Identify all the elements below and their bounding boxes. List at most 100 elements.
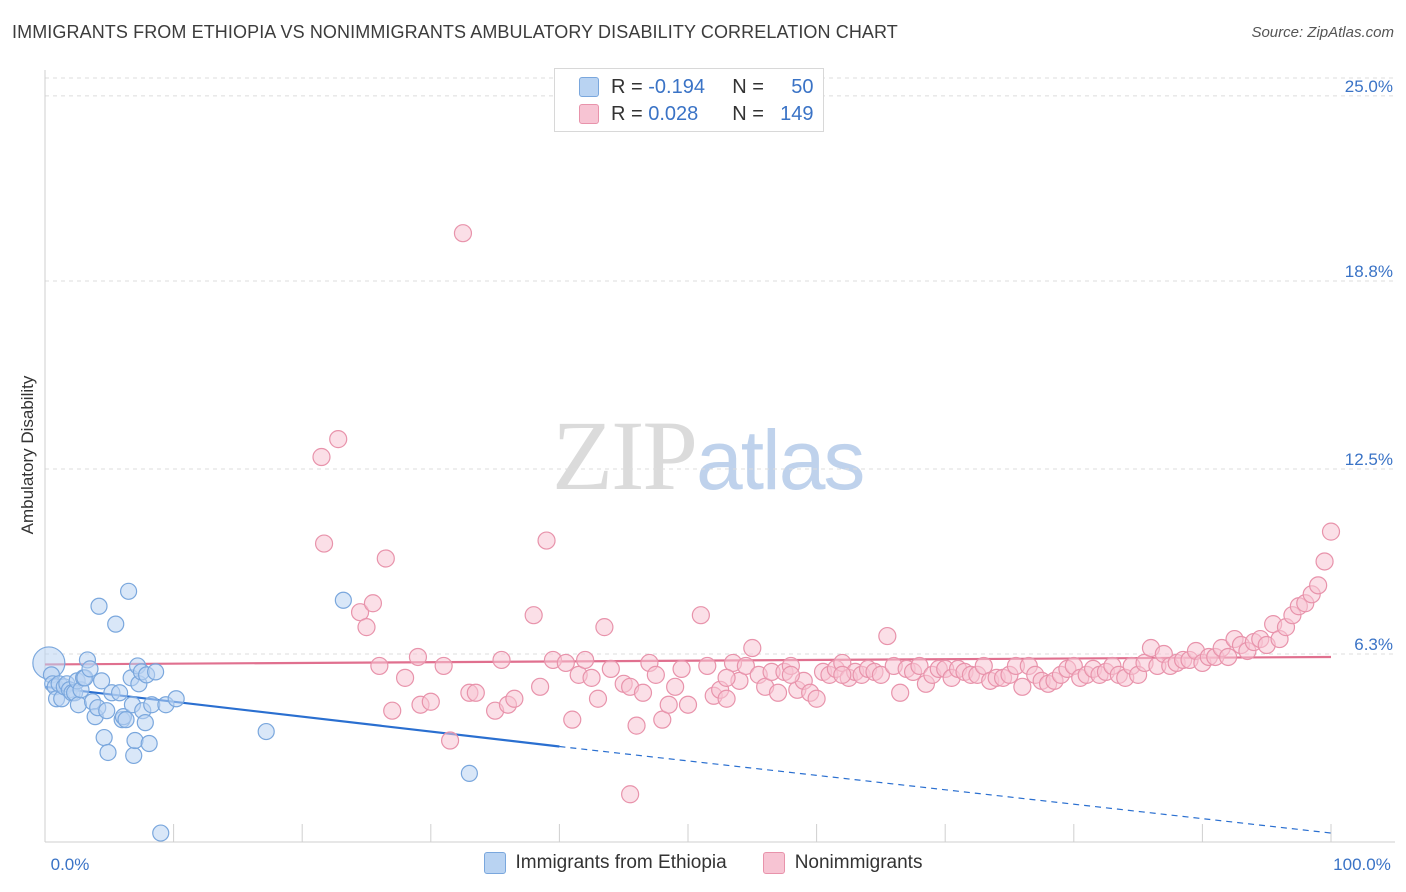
point-nonimmigrant (736, 656, 755, 676)
point-nonimmigrant (691, 606, 710, 625)
point-nonimmigrant (717, 668, 736, 687)
point-nonimmigrant (627, 716, 646, 735)
trend-line-ethiopia-extension (559, 745, 1332, 834)
point-nonimmigrant (505, 689, 524, 708)
point-nonimmigrant (1315, 552, 1334, 571)
point-nonimmigrant (524, 606, 543, 625)
axes (44, 70, 1395, 843)
point-ethiopia (167, 690, 185, 708)
legend-n-label: N = (732, 102, 764, 125)
point-ethiopia (126, 731, 144, 750)
legend-r-value: -0.194 (648, 75, 705, 98)
point-nonimmigrant (672, 659, 691, 679)
source-credit: Source: ZipAtlas.com (1251, 24, 1394, 41)
point-nonimmigrant (440, 731, 460, 750)
point-ethiopia (257, 722, 275, 741)
point-nonimmigrant (1219, 647, 1238, 667)
point-nonimmigrant (891, 683, 910, 702)
tick-labels: 6.3% 12.5% 18.8% 25.0% 0.0% 100.0% (51, 77, 1393, 874)
correlation-legend: R = -0.194 N = 50 R = 0.028 N = 149 (554, 68, 824, 132)
y-tick-label: 12.5% (1345, 450, 1393, 469)
point-nonimmigrant (395, 668, 415, 687)
legend-n-label: N = (732, 75, 764, 98)
point-ethiopia (98, 702, 116, 720)
point-nonimmigrant (833, 665, 852, 684)
point-ethiopia (92, 672, 111, 690)
legend-row-ethiopia: R = -0.194 N = 50 (579, 75, 814, 99)
point-nonimmigrant (576, 650, 595, 670)
point-nonimmigrant (621, 785, 640, 804)
point-nonimmigrant (383, 701, 402, 720)
point-nonimmigrant (408, 647, 428, 667)
legend-swatch-nonimmigrants (579, 104, 599, 124)
point-nonimmigrant (376, 549, 395, 568)
y-tick-label: 25.0% (1345, 77, 1393, 96)
point-nonimmigrant (743, 638, 762, 658)
legend-swatch-ethiopia (579, 77, 599, 97)
point-nonimmigrant (666, 677, 685, 696)
point-ethiopia (136, 714, 154, 732)
point-nonimmigrant (781, 665, 800, 684)
point-nonimmigrant (878, 626, 897, 646)
point-nonimmigrant (312, 447, 331, 467)
grid (45, 77, 1395, 655)
point-nonimmigrant (434, 656, 453, 676)
point-nonimmigrant (698, 656, 717, 676)
point-ethiopia (90, 597, 108, 615)
point-ethiopia (117, 711, 135, 729)
series-legend: Immigrants from Ethiopia Nonimmigrants (0, 852, 1406, 874)
point-ethiopia (334, 591, 352, 609)
point-nonimmigrant (421, 692, 440, 711)
point-ethiopia (140, 734, 158, 753)
point-nonimmigrant (357, 618, 376, 637)
point-ethiopia (119, 582, 138, 600)
point-nonimmigrant (1013, 677, 1032, 696)
point-nonimmigrant (588, 689, 608, 708)
legend-row-nonimmigrants: R = 0.028 N = 149 (579, 102, 814, 126)
point-nonimmigrant (1321, 522, 1341, 541)
point-nonimmigrant (537, 531, 556, 550)
watermark-atlas: atlas (696, 413, 865, 507)
point-ethiopia (125, 746, 143, 765)
y-tick-label: 6.3% (1354, 635, 1393, 654)
legend-item-ethiopia[interactable]: Immigrants from Ethiopia (483, 852, 727, 874)
x-tick-label: 100.0% (1333, 855, 1391, 874)
point-nonimmigrant (466, 683, 485, 702)
point-ethiopia (99, 743, 117, 762)
point-nonimmigrant (582, 668, 601, 687)
point-nonimmigrant (871, 665, 891, 684)
point-nonimmigrant (492, 650, 511, 670)
data-points (32, 224, 1341, 842)
point-ethiopia (460, 764, 478, 782)
point-ethiopia (81, 660, 99, 678)
legend-r-value: 0.028 (648, 102, 699, 125)
point-nonimmigrant (453, 224, 473, 243)
point-ethiopia (69, 696, 88, 714)
point-nonimmigrant (314, 534, 334, 553)
point-ethiopia (146, 663, 165, 681)
legend-r-label: R = (611, 75, 643, 98)
point-nonimmigrant (556, 653, 575, 673)
point-nonimmigrant (601, 659, 620, 679)
point-nonimmigrant (910, 656, 929, 676)
legend-n-value: 149 (780, 102, 814, 125)
legend-n-value: 50 (791, 75, 814, 98)
legend-item-nonimmigrants[interactable]: Nonimmigrants (762, 852, 923, 874)
legend-label-ethiopia: Immigrants from Ethiopia (515, 852, 727, 873)
point-nonimmigrant (633, 683, 653, 702)
legend-r-label: R = (611, 102, 643, 125)
point-nonimmigrant (646, 665, 665, 684)
point-nonimmigrant (678, 695, 698, 714)
legend-swatch-nonimmigrants (762, 852, 785, 874)
point-ethiopia (152, 824, 170, 842)
point-nonimmigrant (595, 618, 614, 637)
point-nonimmigrant (1309, 576, 1328, 595)
point-nonimmigrant (717, 689, 736, 708)
point-ethiopia (107, 615, 125, 633)
point-nonimmigrant (768, 683, 788, 702)
y-tick-label: 18.8% (1345, 262, 1393, 281)
legend-swatch-ethiopia (483, 852, 506, 874)
point-nonimmigrant (659, 695, 678, 714)
legend-label-nonimmigrants: Nonimmigrants (794, 852, 923, 873)
